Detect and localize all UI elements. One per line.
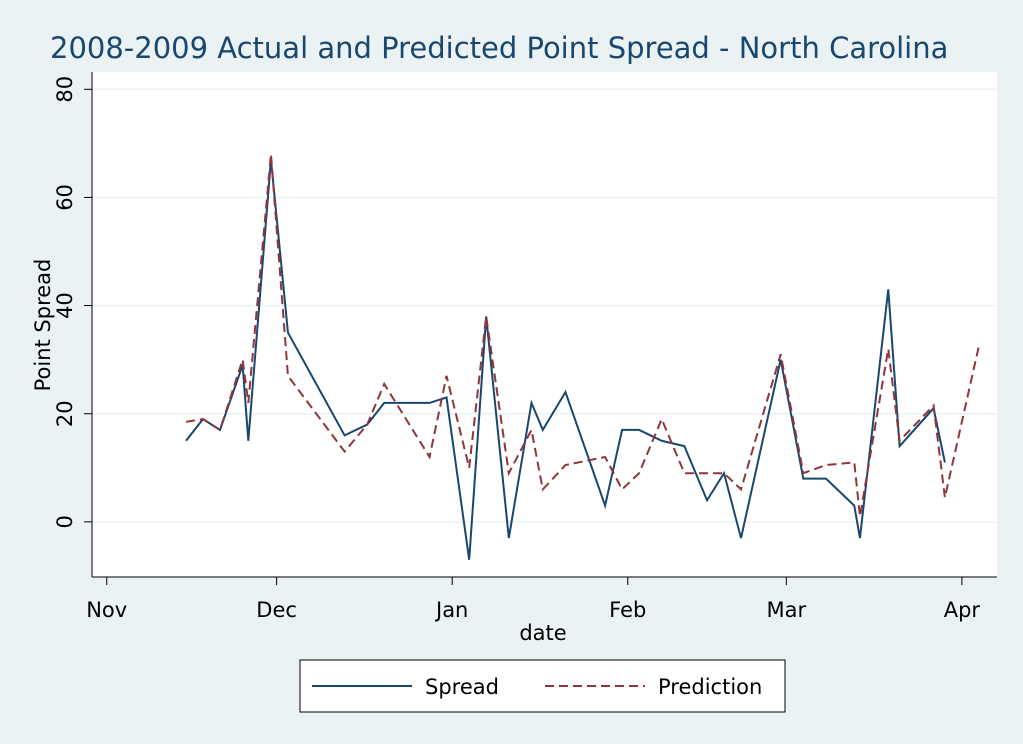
legend-label: Spread xyxy=(425,675,499,699)
y-tick-label: 80 xyxy=(53,76,77,103)
y-tick-label: 20 xyxy=(53,400,77,427)
y-tick-label: 0 xyxy=(53,515,77,528)
plot-area xyxy=(92,72,997,577)
chart-title: 2008-2009 Actual and Predicted Point Spr… xyxy=(50,31,948,65)
y-tick-label: 40 xyxy=(53,292,77,319)
x-tick-label: Jan xyxy=(434,598,468,622)
series-line xyxy=(185,154,980,517)
x-tick-label: Feb xyxy=(609,598,646,622)
y-tick-label: 60 xyxy=(53,184,77,211)
x-axis-label: date xyxy=(519,621,566,645)
x-tick-label: Mar xyxy=(767,598,807,622)
x-tick-label: Dec xyxy=(256,598,297,622)
x-tick-label: Apr xyxy=(944,598,981,622)
legend-label: Prediction xyxy=(658,675,762,699)
y-axis-label: Point Spread xyxy=(31,259,55,392)
x-tick-label: Nov xyxy=(86,598,127,622)
series-line xyxy=(185,159,946,560)
